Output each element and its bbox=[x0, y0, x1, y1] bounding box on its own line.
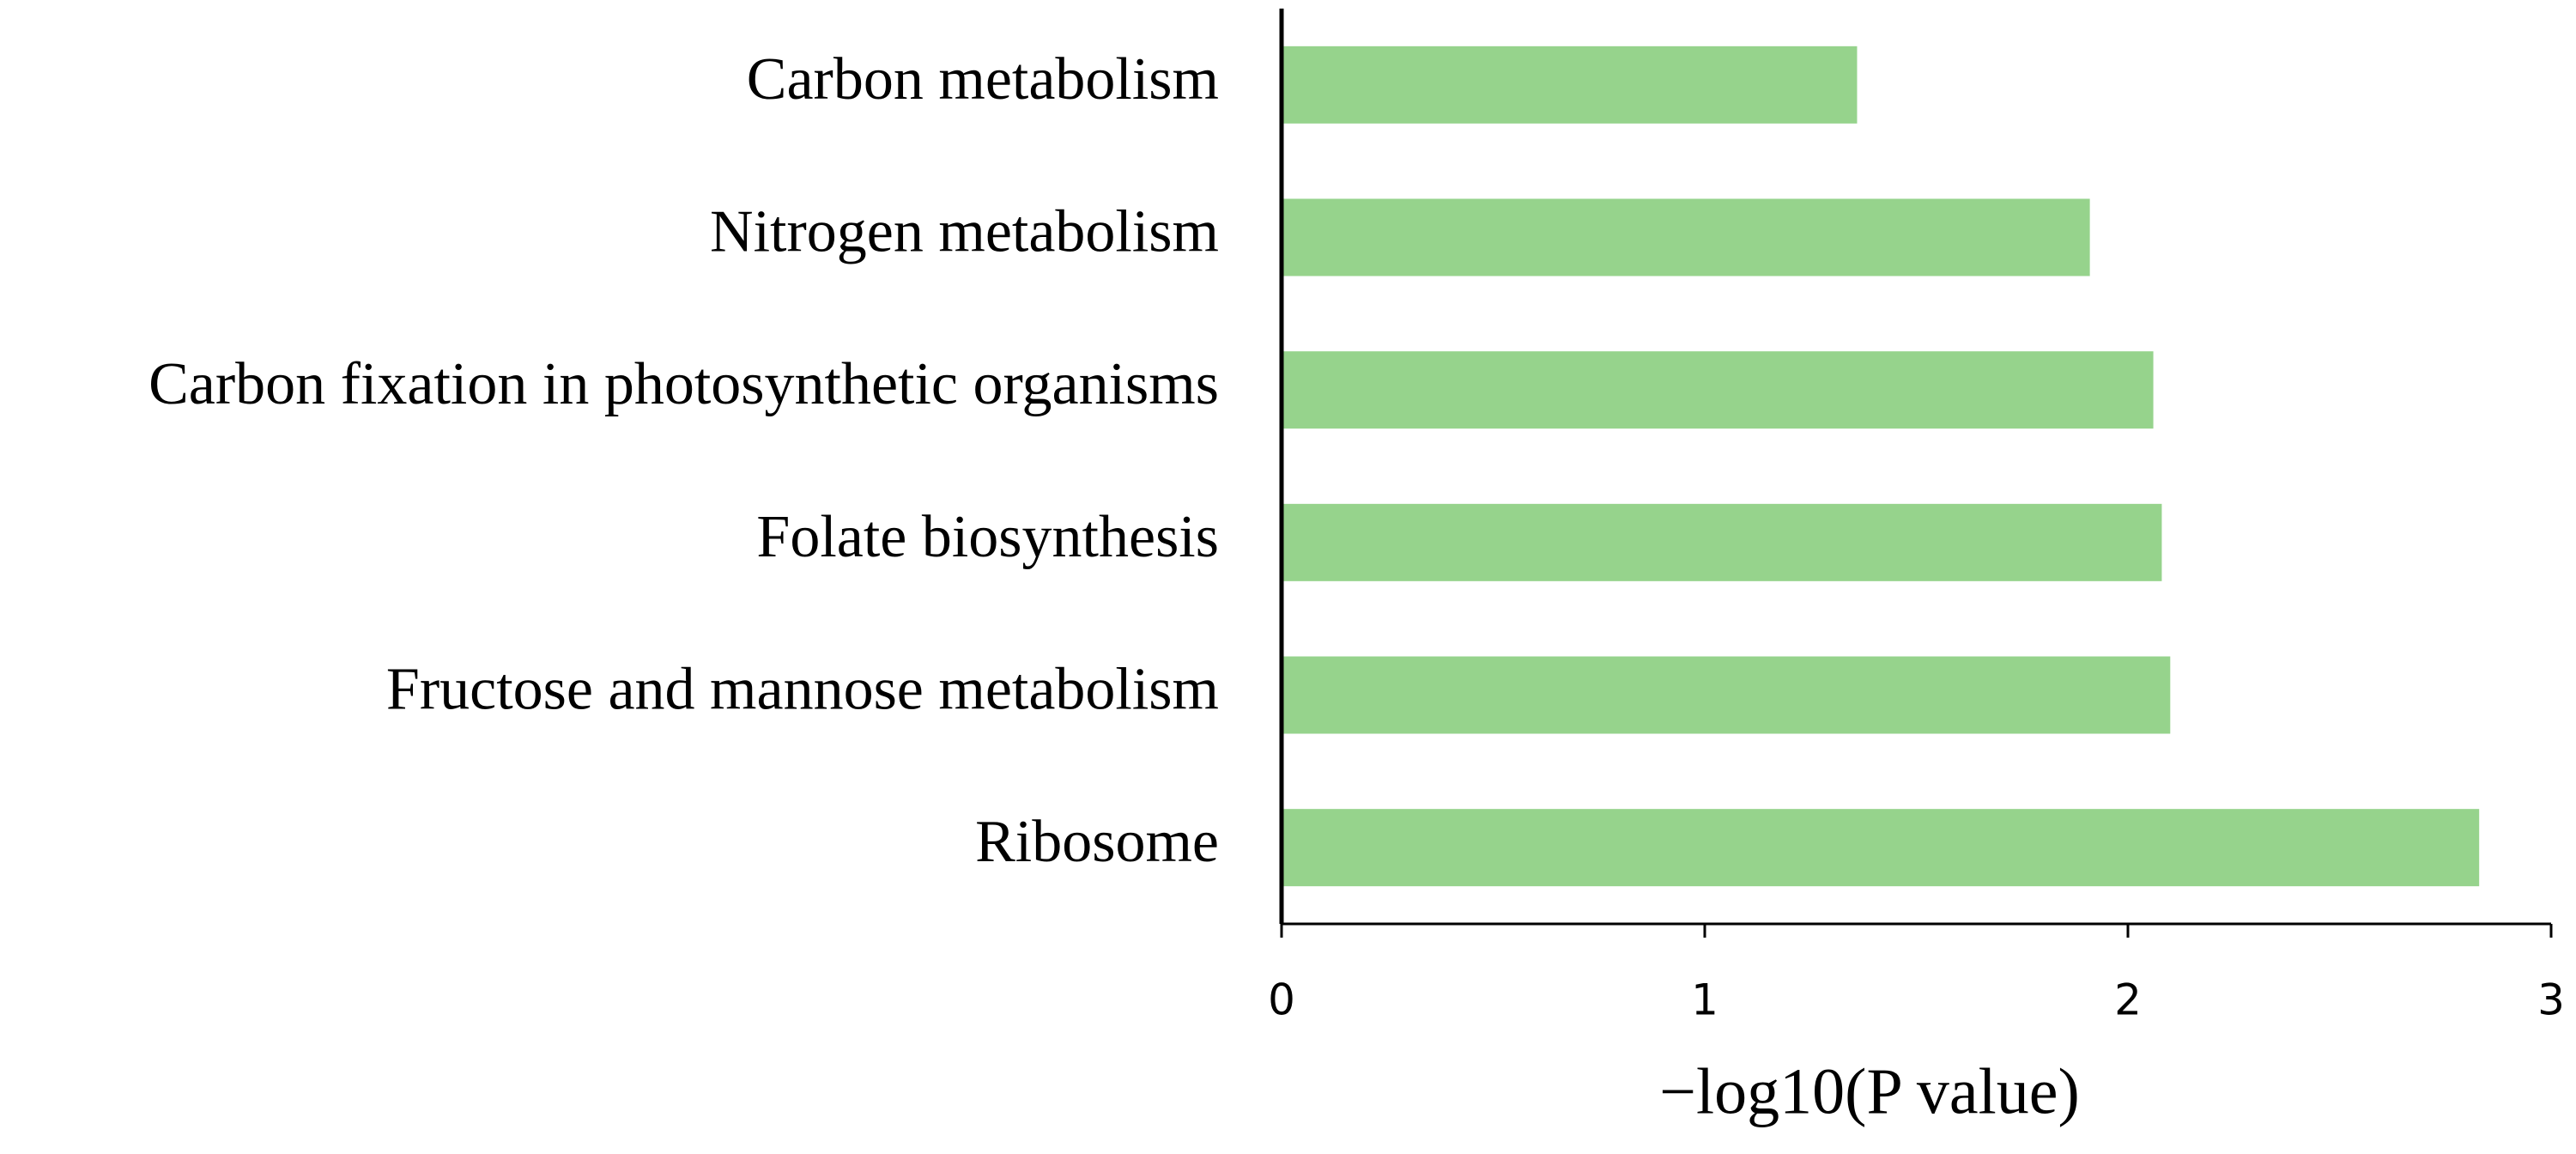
bar bbox=[1282, 198, 2090, 276]
y-tick-label: Fructose and mannose metabolism bbox=[386, 657, 1219, 723]
bar bbox=[1282, 46, 1858, 124]
bar bbox=[1282, 503, 2162, 581]
y-tick-label: Nitrogen metabolism bbox=[710, 199, 1219, 265]
bar bbox=[1282, 351, 2154, 429]
y-tick-label: Carbon metabolism bbox=[747, 46, 1219, 112]
x-tick-label: 2 bbox=[2114, 975, 2142, 1025]
y-tick-label: Carbon fixation in photosynthetic organi… bbox=[148, 351, 1219, 417]
y-tick-label: Folate biosynthesis bbox=[756, 504, 1219, 570]
x-axis-title: −log10(P value) bbox=[1659, 1055, 2080, 1127]
bar bbox=[1282, 656, 2171, 734]
x-tick-label: 3 bbox=[2537, 975, 2565, 1025]
x-tick-label: 0 bbox=[1268, 975, 1295, 1025]
x-tick-label: 1 bbox=[1691, 975, 1718, 1025]
bar bbox=[1282, 809, 2480, 887]
y-tick-label: Ribosome bbox=[975, 809, 1219, 875]
